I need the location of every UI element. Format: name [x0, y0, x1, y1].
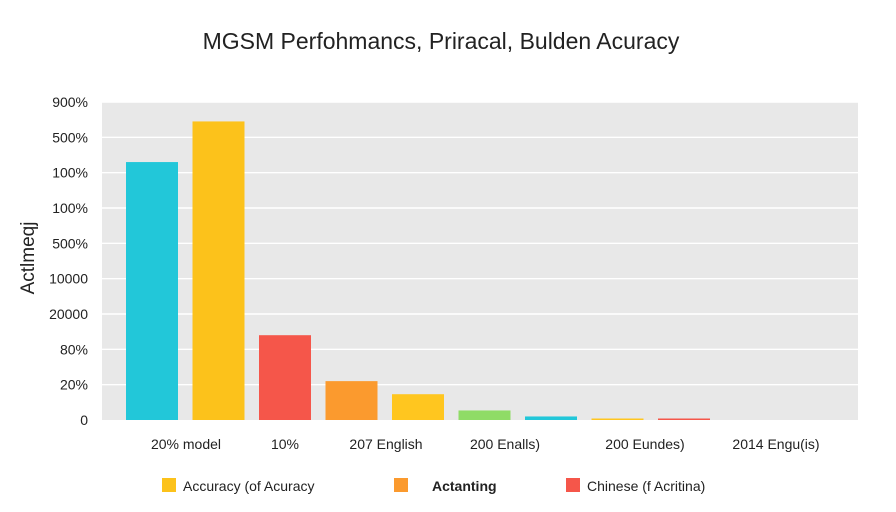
y-tick-label: 0: [80, 412, 88, 428]
legend-swatch: [162, 478, 176, 492]
y-tick-label: 900%: [52, 94, 88, 110]
y-tick-label: 20%: [60, 377, 88, 393]
y-tick-label: 100%: [52, 200, 88, 216]
x-tick-label: 2014 Engu(is): [732, 436, 819, 452]
y-tick-label: 100%: [52, 165, 88, 181]
x-tick-label: 20% model: [151, 436, 221, 452]
bar: [392, 394, 444, 420]
x-tick-label: 200 Enalls): [470, 436, 540, 452]
x-tick-label: 10%: [271, 436, 299, 452]
legend-label: Chinese (f Acritina): [587, 478, 705, 494]
y-tick-label: 20000: [49, 306, 88, 322]
y-tick-label: 500%: [52, 235, 88, 251]
bar: [658, 418, 710, 420]
legend-swatch: [566, 478, 580, 492]
bar: [525, 416, 577, 420]
legend-swatch: [394, 478, 408, 492]
x-tick-label: 207 English: [349, 436, 422, 452]
y-tick-label: 10000: [49, 271, 88, 287]
legend-label: Accuracy (of Acuracy: [183, 478, 315, 494]
legend-label: Actanting: [432, 478, 497, 494]
y-axis-ticks: 0 20% 80% 20000 10000 500% 100% 100% 500% 900%: [49, 94, 88, 428]
legend: Accuracy (of Acuracy Actanting Chinese (f …: [162, 478, 705, 494]
x-axis-ticks: 20% model 10% 207 English 200 Enalls) 200 Eu…: [151, 436, 820, 452]
y-tick-label: 500%: [52, 129, 88, 145]
x-tick-label: 200 Eundes): [605, 436, 684, 452]
bar: [259, 335, 311, 420]
bars: [126, 121, 710, 421]
bar: [458, 410, 511, 420]
y-tick-label: 80%: [60, 341, 88, 357]
y-axis-label: Actlmeqj: [18, 222, 39, 295]
chart-title: MGSM Perfohmancs, Priracal, Bulden Acura…: [203, 28, 680, 54]
bar: [591, 418, 644, 420]
bar: [325, 381, 378, 420]
bar: [192, 121, 245, 420]
bar: [126, 162, 178, 421]
